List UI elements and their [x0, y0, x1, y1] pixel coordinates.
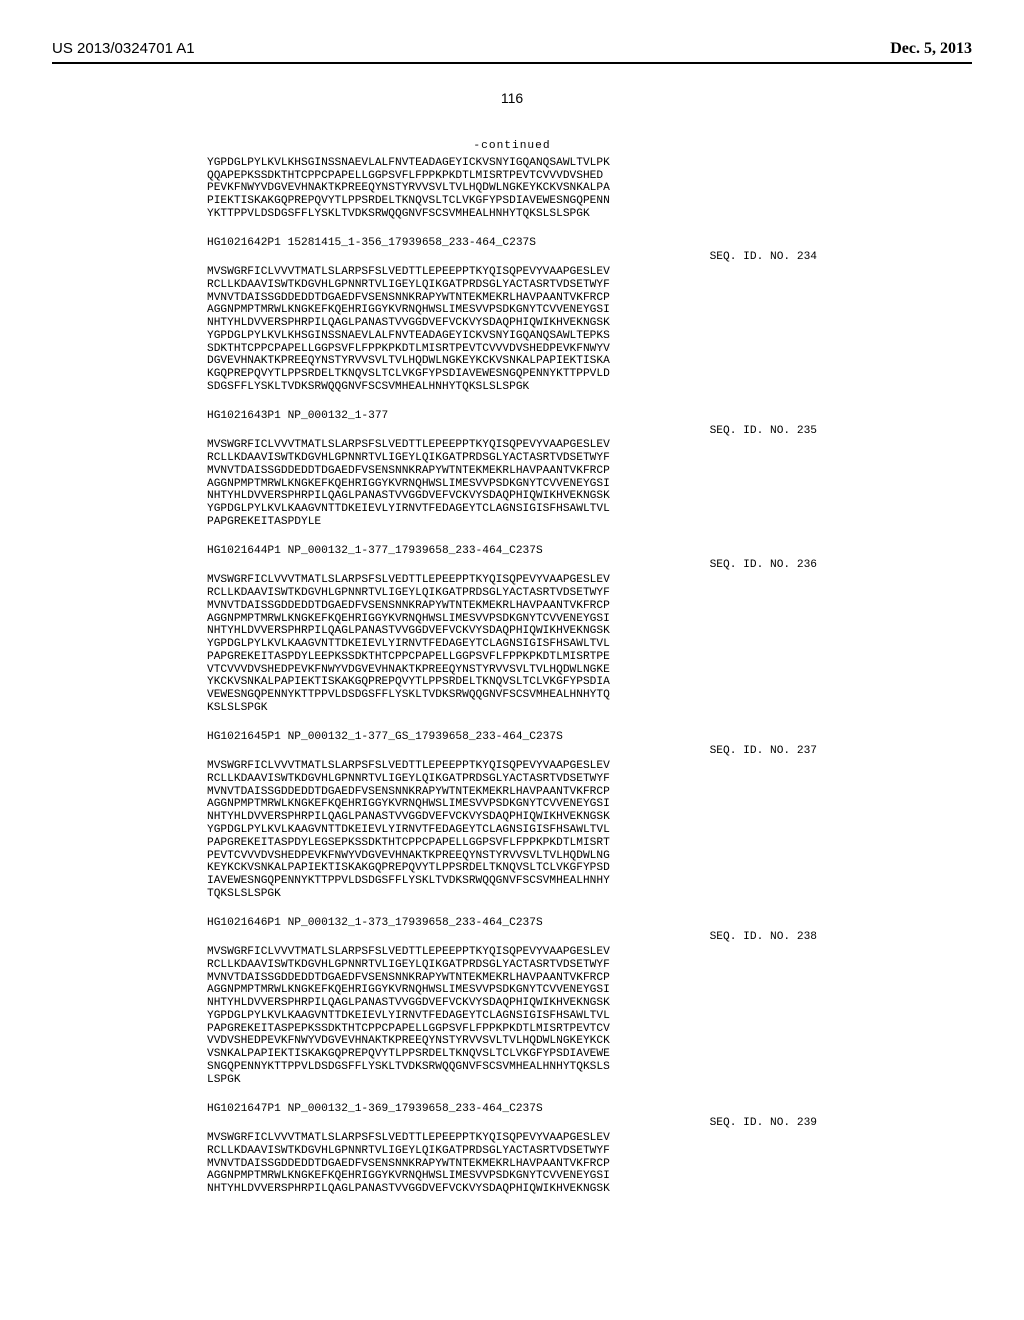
sequence-line: MVSWGRFICLVVVTMATLSLARPSFSLVEDTTLEPEEPPT… [207, 946, 817, 959]
sequence-line: KSLSLSPGK [207, 702, 817, 715]
sequence-line: MVSWGRFICLVVVTMATLSLARPSFSLVEDTTLEPEEPPT… [207, 574, 817, 587]
sequence-line: MVNVTDAISSGDDEDDTDGAEDFVSENSNNKRAPYWTNTE… [207, 1158, 817, 1171]
sequence-line: YKTTPPVLDSDGSFFLYSKLTVDKSRWQQGNVFSCSVMHE… [207, 208, 817, 221]
document-page: US 2013/0324701 A1 Dec. 5, 2013 116 -con… [0, 0, 1024, 1252]
sequence-line: PEVTCVVVDVSHEDPEVKFNWYVDGVEVHNAKTKPREEQY… [207, 850, 817, 863]
sequence-line: RCLLKDAAVISWTKDGVHLGPNNRTVLIGEYLQIKGATPR… [207, 1145, 817, 1158]
sequence-line: PAPGREKEITASPDYLEGSEPKSSDKTHTCPPCPAPELLG… [207, 837, 817, 850]
sequence-line: MVNVTDAISSGDDEDDTDGAEDFVSENSNNKRAPYWTNTE… [207, 600, 817, 613]
sequence-label: HG1021647P1 NP_000132_1-369_17939658_233… [207, 1103, 817, 1116]
sequence-id: SEQ. ID. NO. 236 [207, 559, 817, 572]
sequence-line: YGPDGLPYLKVLKAAGVNTTDKEIEVLYIRNVTFEDAGEY… [207, 503, 817, 516]
sequence-line: RCLLKDAAVISWTKDGVHLGPNNRTVLIGEYLQIKGATPR… [207, 959, 817, 972]
sequence-line: YKCKVSNKALPAPIEKTISKAKGQPREPQVYTLPPSRDEL… [207, 676, 817, 689]
sequence-line: SDKTHTCPPCPAPELLGGPSVFLFPPKPKDTLMISRTPEV… [207, 343, 817, 356]
sequence-listing: -continued YGPDGLPYLKVLKHSGINSSNAEVLALFN… [207, 140, 817, 1196]
sequence-line: VEWESNGQPENNYKTTPPVLDSDGSFFLYSKLTVDKSRWQ… [207, 689, 817, 702]
sequence-line: PAPGREKEITASPDYLE [207, 516, 817, 529]
sequence-id: SEQ. ID. NO. 237 [207, 745, 817, 758]
sequence-line: SDGSFFLYSKLTVDKSRWQQGNVFSCSVMHEALHNHYTQK… [207, 381, 817, 394]
sequence-line: MVNVTDAISSGDDEDDTDGAEDFVSENSNNKRAPYWTNTE… [207, 465, 817, 478]
sequence-line: MVNVTDAISSGDDEDDTDGAEDFVSENSNNKRAPYWTNTE… [207, 292, 817, 305]
sequence-line: YGPDGLPYLKVLKAAGVNTTDKEIEVLYIRNVTFEDAGEY… [207, 824, 817, 837]
sequence-line: YGPDGLPYLKVLKAAGVNTTDKEIEVLYIRNVTFEDAGEY… [207, 1010, 817, 1023]
sequence-line: KGQPREPQVYTLPPSRDELTKNQVSLTCLVKGFYPSDIAV… [207, 368, 817, 381]
sequence-line: NHTYHLDVVERSPHRPILQAGLPANASTVVGGDVEFVCKV… [207, 997, 817, 1010]
sequence-line: RCLLKDAAVISWTKDGVHLGPNNRTVLIGEYLQIKGATPR… [207, 587, 817, 600]
sequence-id: SEQ. ID. NO. 234 [207, 251, 817, 264]
sequence-line: AGGNPMPTMRWLKNGKEFKQEHRIGGYKVRNQHWSLIMES… [207, 984, 817, 997]
sequence-line: DGVEVHNAKTKPREEQYNSTYRVVSVLTVLHQDWLNGKEY… [207, 355, 817, 368]
sequence-line: MVSWGRFICLVVVTMATLSLARPSFSLVEDTTLEPEEPPT… [207, 760, 817, 773]
sequence-line: KEYKCKVSNKALPAPIEKTISKAKGQPREPQVYTLPPSRD… [207, 862, 817, 875]
sequence-block: HG1021643P1 NP_000132_1-377 SEQ. ID. NO. … [207, 410, 817, 529]
sequence-block: HG1021644P1 NP_000132_1-377_17939658_233… [207, 545, 817, 715]
sequence-line: NHTYHLDVVERSPHRPILQAGLPANASTVVGGDVEFVCKV… [207, 317, 817, 330]
sequence-line: MVSWGRFICLVVVTMATLSLARPSFSLVEDTTLEPEEPPT… [207, 1132, 817, 1145]
sequence-line: QQAPEPKSSDKTHTCPPCPAPELLGGPSVFLFPPKPKDTL… [207, 170, 817, 183]
sequence-label: HG1021642P1 15281415_1-356_17939658_233-… [207, 237, 817, 250]
sequence-block: HG1021646P1 NP_000132_1-373_17939658_233… [207, 917, 817, 1087]
sequence-line: PEVKFNWYVDGVEVHNAKTKPREEQYNSTYRVVSVLTVLH… [207, 182, 817, 195]
page-number: 116 [52, 90, 972, 106]
sequence-line: MVNVTDAISSGDDEDDTDGAEDFVSENSNNKRAPYWTNTE… [207, 786, 817, 799]
sequence-id: SEQ. ID. NO. 235 [207, 425, 817, 438]
sequence-line: AGGNPMPTMRWLKNGKEFKQEHRIGGYKVRNQHWSLIMES… [207, 304, 817, 317]
sequence-block: HG1021645P1 NP_000132_1-377_GS_17939658_… [207, 731, 817, 901]
sequence-line: AGGNPMPTMRWLKNGKEFKQEHRIGGYKVRNQHWSLIMES… [207, 478, 817, 491]
sequence-block: YGPDGLPYLKVLKHSGINSSNAEVLALFNVTEADAGEYIC… [207, 157, 817, 221]
publication-number: US 2013/0324701 A1 [52, 40, 195, 58]
sequence-id: SEQ. ID. NO. 238 [207, 931, 817, 944]
sequence-line: MVSWGRFICLVVVTMATLSLARPSFSLVEDTTLEPEEPPT… [207, 266, 817, 279]
publication-date: Dec. 5, 2013 [890, 40, 972, 58]
sequence-line: PIEKTISKAKGQPREPQVYTLPPSRDELTKNQVSLTCLVK… [207, 195, 817, 208]
sequence-line: MVNVTDAISSGDDEDDTDGAEDFVSENSNNKRAPYWTNTE… [207, 972, 817, 985]
sequence-line: AGGNPMPTMRWLKNGKEFKQEHRIGGYKVRNQHWSLIMES… [207, 1170, 817, 1183]
sequence-line: AGGNPMPTMRWLKNGKEFKQEHRIGGYKVRNQHWSLIMES… [207, 613, 817, 626]
sequence-label: HG1021644P1 NP_000132_1-377_17939658_233… [207, 545, 817, 558]
sequence-line: VVDVSHEDPEVKFNWYVDGVEVHNAKTKPREEQYNSTYRV… [207, 1035, 817, 1048]
sequence-line: NHTYHLDVVERSPHRPILQAGLPANASTVVGGDVEFVCKV… [207, 490, 817, 503]
sequence-id: SEQ. ID. NO. 239 [207, 1117, 817, 1130]
continued-label: -continued [207, 140, 817, 153]
page-header: US 2013/0324701 A1 Dec. 5, 2013 [52, 40, 972, 58]
sequence-label: HG1021646P1 NP_000132_1-373_17939658_233… [207, 917, 817, 930]
sequence-line: YGPDGLPYLKVLKHSGINSSNAEVLALFNVTEADAGEYIC… [207, 330, 817, 343]
sequence-line: PAPGREKEITASPEPKSSDKTHTCPPCPAPELLGGPSVFL… [207, 1023, 817, 1036]
sequence-line: TQKSLSLSPGK [207, 888, 817, 901]
sequence-line: NHTYHLDVVERSPHRPILQAGLPANASTVVGGDVEFVCKV… [207, 811, 817, 824]
sequence-line: RCLLKDAAVISWTKDGVHLGPNNRTVLIGEYLQIKGATPR… [207, 452, 817, 465]
sequence-block: HG1021642P1 15281415_1-356_17939658_233-… [207, 237, 817, 394]
sequence-line: RCLLKDAAVISWTKDGVHLGPNNRTVLIGEYLQIKGATPR… [207, 773, 817, 786]
sequence-line: NHTYHLDVVERSPHRPILQAGLPANASTVVGGDVEFVCKV… [207, 625, 817, 638]
sequence-line: RCLLKDAAVISWTKDGVHLGPNNRTVLIGEYLQIKGATPR… [207, 279, 817, 292]
sequence-line: VSNKALPAPIEKTISKAKGQPREPQVYTLPPSRDELTKNQ… [207, 1048, 817, 1061]
sequence-label: HG1021645P1 NP_000132_1-377_GS_17939658_… [207, 731, 817, 744]
sequence-line: YGPDGLPYLKVLKHSGINSSNAEVLALFNVTEADAGEYIC… [207, 157, 817, 170]
sequence-line: SNGQPENNYKTTPPVLDSDGSFFLYSKLTVDKSRWQQGNV… [207, 1061, 817, 1074]
sequence-label: HG1021643P1 NP_000132_1-377 [207, 410, 817, 423]
sequence-line: MVSWGRFICLVVVTMATLSLARPSFSLVEDTTLEPEEPPT… [207, 439, 817, 452]
sequence-line: LSPGK [207, 1074, 817, 1087]
header-rule [52, 62, 972, 64]
sequence-line: IAVEWESNGQPENNYKTTPPVLDSDGSFFLYSKLTVDKSR… [207, 875, 817, 888]
sequence-line: AGGNPMPTMRWLKNGKEFKQEHRIGGYKVRNQHWSLIMES… [207, 798, 817, 811]
sequence-line: NHTYHLDVVERSPHRPILQAGLPANASTVVGGDVEFVCKV… [207, 1183, 817, 1196]
sequence-line: VTCVVVDVSHEDPEVKFNWYVDGVEVHNAKTKPREEQYNS… [207, 664, 817, 677]
sequence-line: YGPDGLPYLKVLKAAGVNTTDKEIEVLYIRNVTFEDAGEY… [207, 638, 817, 651]
sequence-block: HG1021647P1 NP_000132_1-369_17939658_233… [207, 1103, 817, 1196]
sequence-line: PAPGREKEITASPDYLEEPKSSDKTHTCPPCPAPELLGGP… [207, 651, 817, 664]
